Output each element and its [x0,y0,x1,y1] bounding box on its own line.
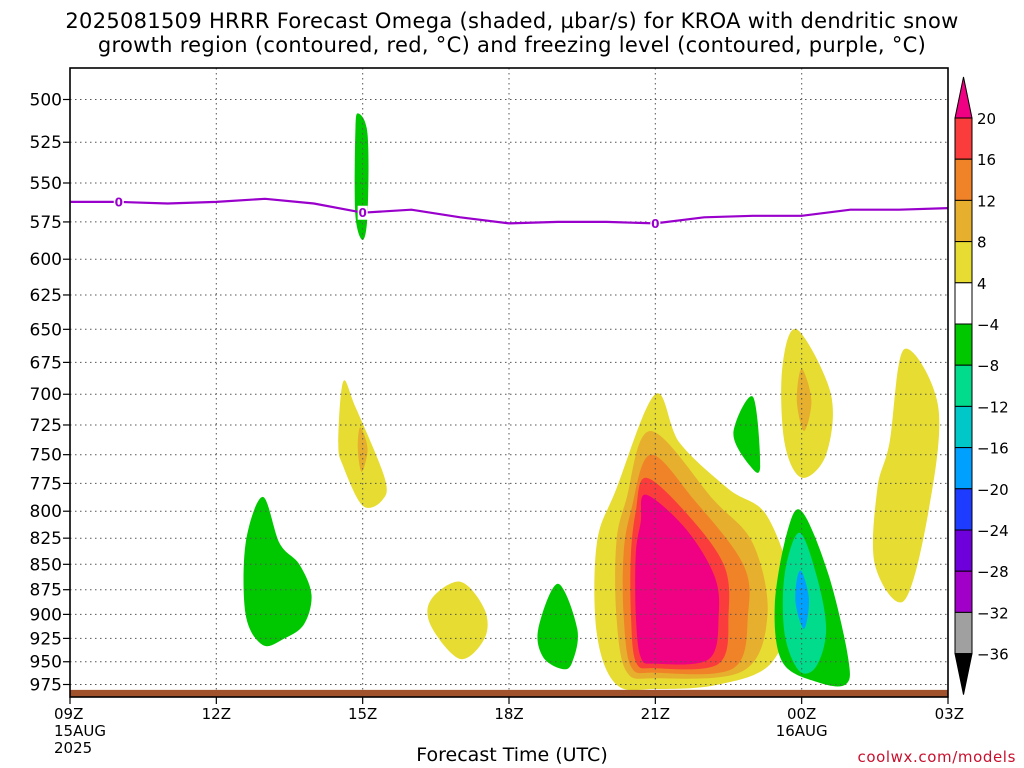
x-tick-sublabel-09Z-0: 15AUG [54,722,106,740]
freezing-level-label-1: 0 [358,206,366,220]
freezing-level-label-bg-1 [357,205,368,220]
y-tick-label-700: 700 [30,385,62,405]
omega-region-4 [427,581,488,660]
y-tick-label-525: 525 [30,133,62,153]
omega-region-14 [872,348,940,603]
colorbar-box-4 [954,282,973,325]
credit-link[interactable]: coolwx.com/models [857,748,1016,766]
colorbar-label-7: −12 [977,398,1009,416]
freezing-level-label-bg-0 [113,194,124,209]
colorbar-label-5: −4 [977,316,999,334]
colorbar: 20 16 12 8 4 −4 −8 −12 −16 −20 −24 −28 −32 −36 [954,76,1009,695]
y-tick-label-725: 725 [30,416,62,436]
colorbar-box-1 [954,158,973,201]
colorbar-label-0: 20 [977,110,996,128]
y-tick-label-775: 775 [30,474,62,494]
x-axis-title: Forecast Time (UTC) [416,744,608,766]
y-tick-label-625: 625 [30,286,62,306]
y-tick-label-950: 950 [30,653,62,673]
colorbar-box-2 [954,199,973,243]
colorbar-box-9 [954,488,973,531]
omega-region-2 [357,427,368,472]
colorbar-box-11 [954,570,973,613]
omega-region-13 [796,368,812,431]
freezing-level-label-0: 0 [115,195,123,209]
colorbar-box-0 [954,117,973,160]
y-axis: 500 525 550 575 600 625 650 675 700 725 750 775 800 8… [30,91,70,696]
x-tick-label-18Z: 18Z [494,705,523,723]
freezing-level-line [70,197,949,225]
colorbar-box-6 [954,364,973,407]
colorbar-box-12 [954,611,973,655]
x-tick-label-03Z: 03Z [935,705,964,723]
y-tick-label-600: 600 [30,250,62,270]
surface-terrain [70,689,948,697]
freezing-level-label-2: 0 [651,217,659,231]
y-tick-label-500: 500 [30,91,62,111]
colorbar-label-9: −20 [977,481,1009,499]
y-tick-label-675: 675 [30,353,62,373]
freezing-level-label-bg-2 [650,216,661,231]
colorbar-box-3 [954,241,973,284]
omega-region-11 [733,396,761,473]
omega-region-0 [354,113,369,240]
colorbar-box-8 [954,447,973,490]
omega-region-3 [243,496,312,647]
colorbar-label-2: 12 [977,192,996,210]
y-tick-label-875: 875 [30,581,62,601]
y-tick-label-800: 800 [30,502,62,522]
omega-region-10 [635,494,720,665]
colorbar-label-11: −28 [977,563,1009,581]
colorbar-top-arrow [954,76,973,119]
grid [70,68,948,697]
y-tick-label-550: 550 [30,174,62,194]
colorbar-bottom-arrow [954,653,973,695]
y-tick-label-825: 825 [30,529,62,549]
colorbar-label-10: −24 [977,522,1009,540]
plot-area [243,113,940,691]
colorbar-label-3: 8 [977,234,987,252]
colorbar-box-10 [954,529,973,572]
x-tick-label-00Z: 00Z [787,705,816,723]
colorbar-box-5 [954,323,973,366]
x-tick-sublabel-00Z-0: 16AUG [776,722,828,740]
colorbar-label-8: −16 [977,440,1009,458]
x-tick-sublabel-09Z-1: 2025 [54,739,92,757]
chart-title-line-1: 2025081509 HRRR Forecast Omega (shaded, … [65,9,959,33]
colorbar-box-7 [954,405,973,449]
y-tick-label-850: 850 [30,555,62,575]
x-tick-label-21Z: 21Z [641,705,670,723]
colorbar-label-4: 4 [977,275,987,293]
y-tick-label-750: 750 [30,446,62,466]
x-tick-label-12Z: 12Z [202,705,231,723]
omega-region-5 [537,583,578,670]
y-tick-label-575: 575 [30,213,62,233]
colorbar-label-1: 16 [977,151,996,169]
x-tick-label-15Z: 15Z [348,705,377,723]
y-tick-label-900: 900 [30,605,62,625]
y-tick-label-925: 925 [30,629,62,649]
x-tick-label-09Z: 09Z [54,705,83,723]
freezing-level: 0 0 0 [70,194,949,231]
surface-layer [70,689,948,697]
y-tick-label-975: 975 [30,676,62,696]
colorbar-label-12: −32 [977,604,1009,622]
colorbar-label-13: −36 [977,646,1009,664]
y-tick-label-650: 650 [30,320,62,340]
colorbar-label-6: −8 [977,357,999,375]
chart-title-line-2: growth region (contoured, red, °C) and f… [97,33,927,57]
